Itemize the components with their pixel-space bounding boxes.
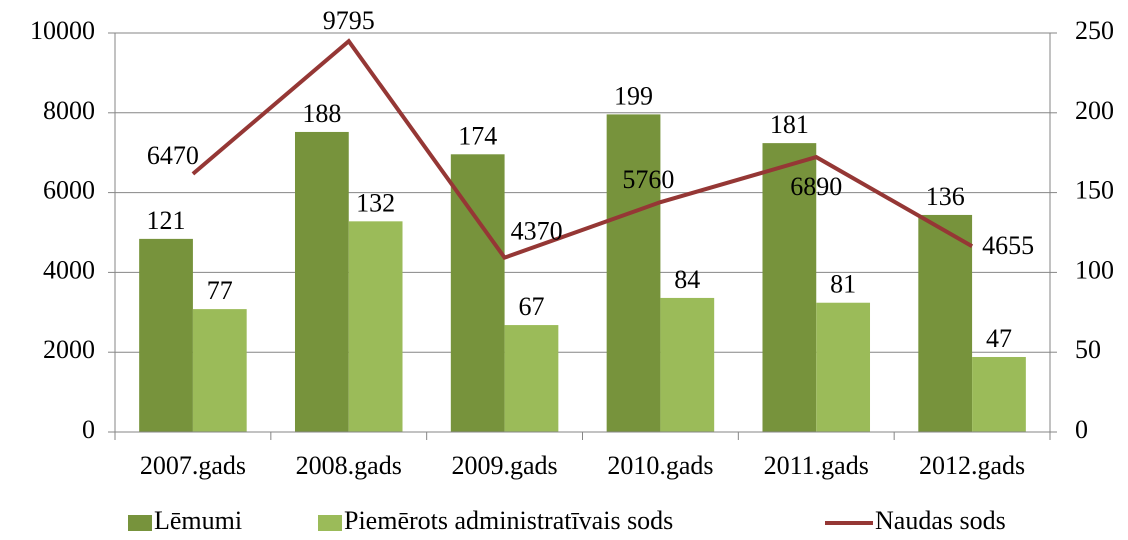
data-label: 199 [614,81,653,110]
bar [450,154,505,432]
bar [606,114,661,432]
bar [139,238,193,432]
data-label: 47 [986,324,1012,353]
x-tick-label: 2011.gads [764,451,869,480]
y-tick-label: 2000 [43,335,95,364]
bar [816,302,871,432]
x-tick-label: 2009.gads [451,451,557,480]
data-label: 4655 [982,231,1034,260]
data-label: 81 [830,270,856,299]
y-tick-label: 6000 [43,176,95,205]
bar [192,309,247,432]
legend-swatch [318,515,342,531]
data-label: 84 [674,265,700,294]
x-tick-label: 2007.gads [140,451,246,480]
data-label: 6470 [147,141,199,170]
legend-label: Piemērots administratīvais sods [344,506,673,535]
data-label: 121 [147,206,186,235]
bar [294,131,349,432]
y2-tick-label: 250 [1075,16,1114,45]
bar [348,221,403,432]
bar [660,297,715,432]
bar [972,356,1026,432]
y2-tick-label: 150 [1075,176,1114,205]
x-tick-label: 2012.gads [919,451,1025,480]
data-label: 188 [302,99,341,128]
legend-swatch [128,515,152,531]
data-label: 6890 [790,172,842,201]
bar [918,214,973,432]
data-label: 4370 [511,217,563,246]
line [191,38,974,261]
data-label: 136 [926,182,965,211]
legend-label: Lēmumi [154,506,242,535]
data-label: 181 [770,110,809,139]
y-tick-label: 8000 [43,96,95,125]
bar [762,143,817,432]
y-tick-label: 0 [82,415,95,444]
y2-tick-label: 100 [1075,255,1114,284]
y-tick-label: 10000 [30,16,95,45]
data-label: 5760 [622,165,674,194]
data-label: 132 [356,188,395,217]
y2-tick-label: 50 [1075,335,1101,364]
data-label: 174 [458,121,497,150]
bar [504,325,559,432]
y-tick-label: 4000 [43,255,95,284]
data-label: 9795 [323,6,375,35]
x-tick-label: 2010.gads [607,451,713,480]
data-label: 77 [207,276,233,305]
y2-tick-label: 0 [1075,415,1088,444]
x-tick-label: 2008.gads [296,451,402,480]
data-label: 67 [518,292,544,321]
y2-tick-label: 200 [1075,96,1114,125]
legend-label: Naudas sods [875,506,1006,535]
